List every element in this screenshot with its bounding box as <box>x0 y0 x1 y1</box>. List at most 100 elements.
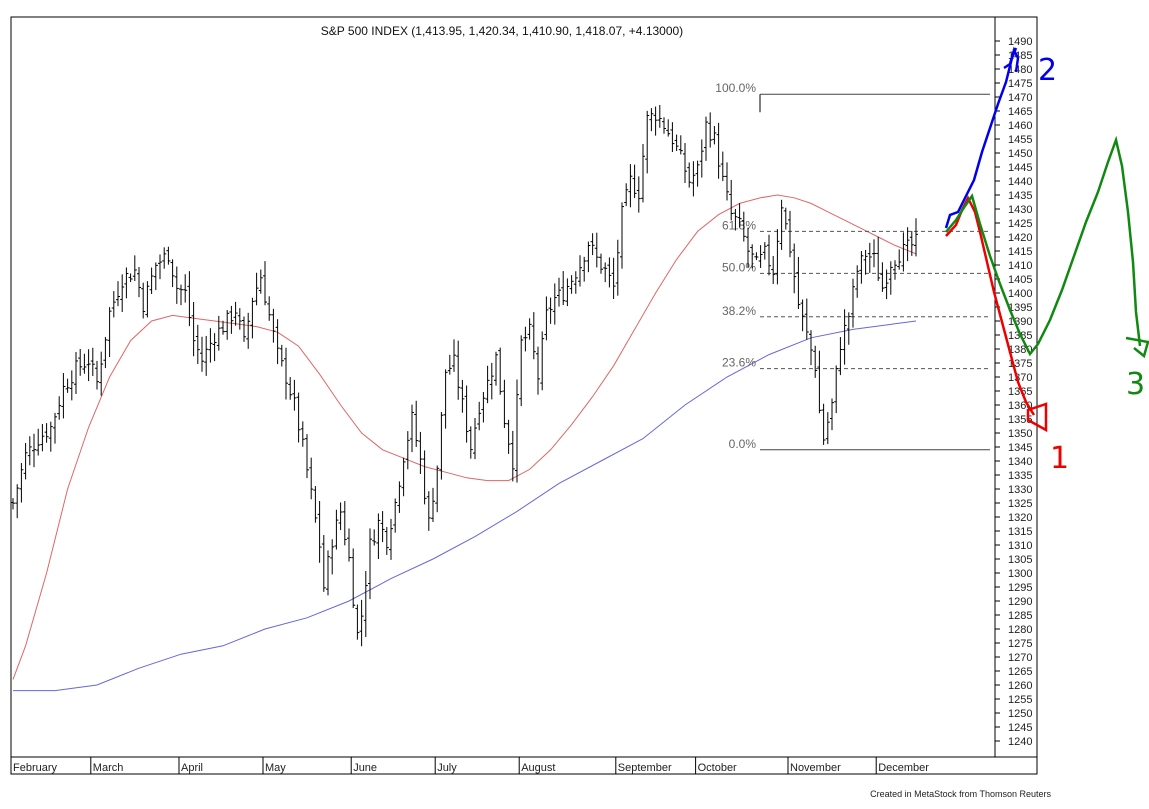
price-bar <box>317 501 322 563</box>
price-bar <box>456 340 461 400</box>
price-bar <box>389 518 393 560</box>
price-bar <box>653 106 658 136</box>
price-bar <box>368 528 372 600</box>
price-bar <box>111 291 116 318</box>
chart-credit: Created in MetaStock from Thomson Reuter… <box>870 789 1051 799</box>
price-bars <box>11 104 918 647</box>
price-bar <box>489 362 494 400</box>
price-bar <box>342 501 347 546</box>
price-bar <box>397 481 402 513</box>
y-tick-label: 1265 <box>1008 666 1032 678</box>
price-bar <box>305 434 309 479</box>
price-bar <box>876 236 881 281</box>
price-bar <box>825 412 830 445</box>
price-bar <box>901 232 906 272</box>
y-tick-label: 1470 <box>1008 92 1032 104</box>
x-tick-label: March <box>93 762 124 774</box>
price-bar <box>200 336 204 372</box>
price-bar <box>569 275 574 294</box>
price-bar <box>603 262 608 283</box>
x-tick-label: August <box>521 762 555 774</box>
price-bar <box>641 144 645 203</box>
price-bar <box>141 282 146 319</box>
price-bar <box>552 283 557 325</box>
price-bar <box>725 162 729 201</box>
price-bar <box>788 210 792 258</box>
price-bar <box>565 278 570 307</box>
y-tick-label: 1320 <box>1008 512 1032 524</box>
y-tick-label: 1365 <box>1008 386 1032 398</box>
price-bar <box>720 151 725 182</box>
price-bar <box>195 324 200 365</box>
price-bar <box>767 234 771 276</box>
price-bar <box>712 126 717 145</box>
price-bar <box>82 353 87 374</box>
price-bar <box>468 426 473 459</box>
price-bar <box>103 336 108 369</box>
price-bar <box>69 370 74 401</box>
price-bar <box>242 316 246 342</box>
price-bar <box>531 312 536 360</box>
price-bar <box>338 502 343 531</box>
projection-path-3-green <box>945 135 1142 357</box>
projection-arrow-2-blue <box>1003 46 1020 73</box>
price-bar <box>607 257 612 288</box>
price-bar <box>254 272 259 306</box>
price-bar <box>279 344 284 367</box>
y-tick-label: 1305 <box>1008 554 1032 566</box>
price-bar <box>498 347 503 395</box>
y-tick-label: 1280 <box>1008 624 1032 636</box>
price-bar <box>817 350 822 414</box>
price-bar <box>435 465 440 513</box>
price-bar <box>376 513 381 560</box>
price-bar <box>384 527 389 555</box>
y-tick-label: 1285 <box>1008 610 1032 622</box>
price-bar <box>174 266 179 304</box>
price-bar <box>334 509 339 550</box>
price-bar <box>179 284 183 306</box>
price-bar <box>187 271 192 327</box>
price-bar <box>502 379 507 429</box>
price-bar <box>120 274 125 312</box>
price-bar <box>452 339 456 372</box>
price-bar <box>746 227 750 268</box>
price-bar <box>267 296 272 321</box>
x-tick-label: May <box>265 762 286 774</box>
price-bar <box>321 535 326 592</box>
price-bar <box>166 246 171 265</box>
price-bar <box>683 142 687 183</box>
price-bar <box>477 401 482 431</box>
y-tick-label: 1260 <box>1008 680 1032 692</box>
price-bar <box>687 162 692 188</box>
price-bar <box>284 347 288 400</box>
price-bar <box>620 202 624 269</box>
price-bar <box>11 498 15 510</box>
projection-label-1: 1 <box>1050 441 1069 476</box>
price-bar <box>582 256 587 282</box>
y-tick-label: 1420 <box>1008 232 1032 244</box>
price-bar <box>779 199 784 250</box>
price-bar <box>809 330 813 366</box>
moving-average-line-0 <box>12 194 917 680</box>
price-bar <box>645 110 650 174</box>
price-bar <box>86 349 91 382</box>
projection-label-2: 2 <box>1038 53 1057 88</box>
y-tick-label: 1340 <box>1008 456 1032 468</box>
price-bar <box>729 179 734 221</box>
price-bar <box>846 312 851 345</box>
price-bar <box>695 160 700 187</box>
x-tick-label: October <box>698 762 737 774</box>
price-bar <box>632 164 637 199</box>
price-bar <box>494 351 498 386</box>
y-tick-label: 1395 <box>1008 302 1032 314</box>
price-bar <box>771 256 776 285</box>
price-bar <box>326 550 330 596</box>
price-bar <box>237 308 242 330</box>
y-tick-label: 1415 <box>1008 246 1032 258</box>
price-bar <box>359 599 364 647</box>
price-bar <box>611 257 616 300</box>
price-bar <box>624 183 629 207</box>
price-bar <box>27 436 32 466</box>
price-bar <box>145 281 150 318</box>
price-bar <box>762 242 767 260</box>
